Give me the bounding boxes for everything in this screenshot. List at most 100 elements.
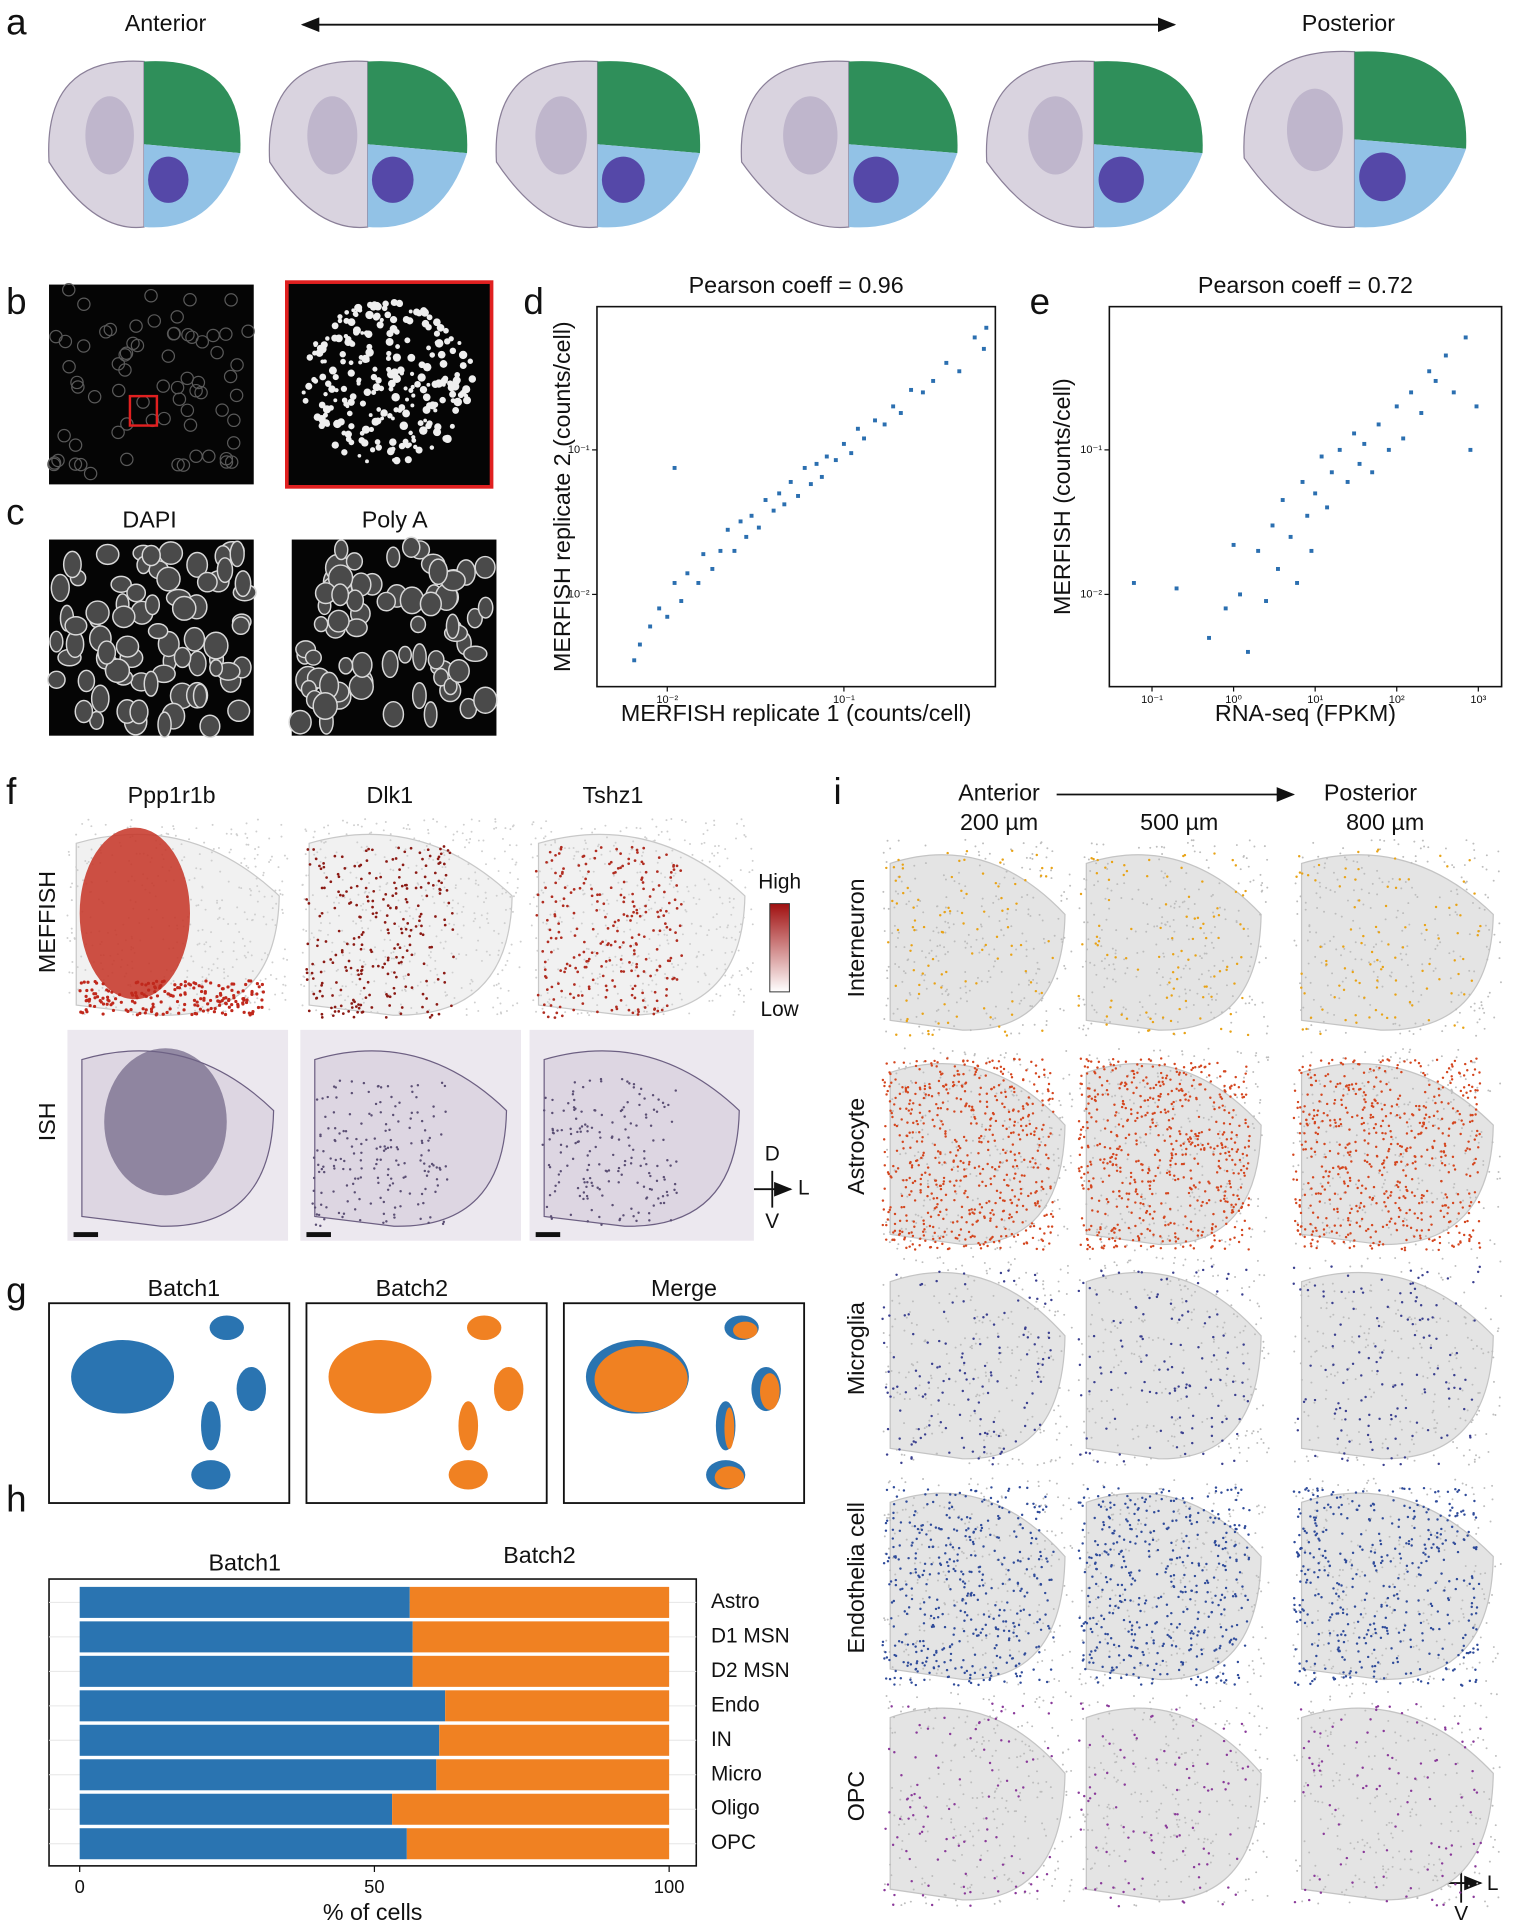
texture-dot: [1317, 855, 1320, 858]
spot: [370, 373, 378, 381]
texture-dot: [938, 1070, 942, 1074]
texture-dot: [706, 934, 709, 937]
texture-dot: [349, 966, 353, 970]
texture-dot: [997, 1060, 1001, 1063]
texture-dot: [1296, 900, 1299, 903]
texture-dot: [618, 1217, 622, 1221]
texture-dot: [603, 862, 606, 865]
spot: [399, 421, 409, 431]
spot: [354, 303, 363, 312]
texture-dot: [640, 878, 643, 882]
texture-dot: [953, 1025, 956, 1028]
texture-dot: [333, 1167, 336, 1170]
texture-dot: [635, 965, 638, 969]
texture-dot: [562, 867, 565, 870]
texture-dot: [933, 982, 936, 985]
texture-dot: [953, 1184, 956, 1187]
texture-dot: [1230, 1021, 1233, 1024]
texture-dot: [1024, 1219, 1027, 1222]
texture-dot: [1319, 885, 1322, 888]
spot: [432, 401, 439, 408]
texture-dot: [1411, 1004, 1414, 1007]
compass-label: D: [765, 1142, 780, 1165]
texture-dot: [540, 827, 543, 830]
texture-dot: [1106, 953, 1109, 957]
texture-dot: [550, 895, 554, 899]
texture-dot: [1325, 963, 1328, 966]
texture-dot: [1105, 1015, 1109, 1018]
texture-dot: [1042, 1187, 1045, 1191]
texture-dot: [891, 932, 894, 935]
texture-dot: [912, 1220, 916, 1223]
texture-dot: [924, 862, 927, 865]
texture-dot: [1250, 1235, 1252, 1238]
texture-dot: [302, 975, 305, 978]
texture-dot: [702, 833, 705, 835]
texture-dot: [687, 890, 690, 893]
texture-dot: [1380, 1013, 1384, 1016]
texture-dot: [1087, 1027, 1090, 1030]
texture-dot: [420, 894, 423, 897]
texture-dot: [1047, 1076, 1050, 1079]
texture-dot: [922, 1151, 925, 1155]
texture-dot: [1480, 1004, 1483, 1007]
texture-dot: [614, 841, 617, 844]
nucleus: [188, 650, 207, 677]
texture-dot: [649, 1124, 653, 1127]
texture-dot: [281, 908, 284, 911]
texture-dot: [560, 1128, 564, 1132]
texture-dot: [403, 1161, 406, 1165]
texture-dot: [256, 818, 259, 821]
texture-dot: [923, 1084, 927, 1088]
texture-dot: [929, 1198, 931, 1201]
texture-dot: [903, 1236, 907, 1240]
texture-dot: [547, 1163, 551, 1167]
texture-dot: [104, 823, 107, 826]
texture-dot: [953, 880, 956, 883]
cluster: [724, 1407, 735, 1450]
texture-dot: [615, 963, 618, 966]
texture-dot: [333, 906, 337, 910]
texture-dot: [198, 853, 201, 856]
nucleus: [304, 649, 322, 666]
texture-dot: [1451, 864, 1454, 867]
nucleus: [49, 630, 64, 653]
texture-dot: [255, 982, 259, 986]
texture-dot: [244, 977, 247, 980]
texture-dot: [451, 899, 454, 902]
texture-dot: [619, 1109, 623, 1113]
texture-dot: [66, 936, 69, 939]
texture-dot: [575, 927, 579, 931]
texture-dot: [397, 1163, 400, 1167]
texture-dot: [591, 997, 594, 1000]
texture-dot: [363, 891, 366, 894]
texture-dot: [673, 1182, 677, 1186]
texture-dot: [1191, 937, 1195, 941]
texture-dot: [391, 894, 395, 898]
texture-dot: [261, 990, 265, 994]
spot: [347, 318, 356, 327]
texture-dot: [467, 877, 470, 880]
scale-bar: [306, 1232, 331, 1238]
texture-dot: [326, 895, 329, 898]
texture-dot: [1211, 893, 1214, 896]
texture-dot: [1408, 923, 1411, 926]
texture-dot: [1481, 1007, 1484, 1010]
texture-dot: [921, 1135, 924, 1139]
texture-dot: [360, 877, 363, 881]
texture-dot: [1013, 1090, 1016, 1094]
texture-dot: [541, 900, 545, 904]
texture-dot: [403, 977, 406, 980]
texture-dot: [98, 989, 100, 992]
texture-dot: [416, 1203, 420, 1206]
texture-dot: [697, 980, 700, 983]
nucleus: [231, 616, 251, 635]
texture-dot: [635, 943, 638, 946]
texture-dot: [196, 1004, 200, 1008]
nucleus: [401, 536, 421, 558]
texture-dot: [913, 1154, 916, 1157]
merfish-map: [300, 818, 522, 1019]
texture-dot: [889, 1206, 892, 1209]
texture-dot: [1214, 926, 1216, 929]
